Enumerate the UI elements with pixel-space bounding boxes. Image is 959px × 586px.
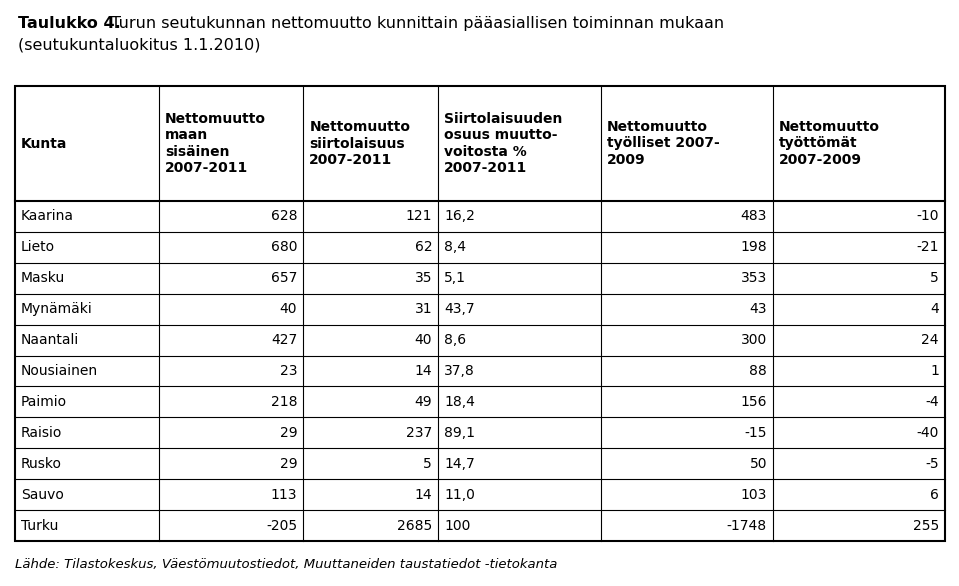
Text: 50: 50 — [749, 456, 767, 471]
Text: 31: 31 — [414, 302, 433, 316]
Text: Raisio: Raisio — [21, 426, 62, 440]
Text: 14: 14 — [414, 488, 433, 502]
Text: Sauvo: Sauvo — [21, 488, 64, 502]
Text: 1: 1 — [930, 364, 939, 378]
Text: 255: 255 — [913, 519, 939, 533]
Text: 198: 198 — [740, 240, 767, 254]
Text: Lieto: Lieto — [21, 240, 55, 254]
Text: 18,4: 18,4 — [444, 395, 475, 409]
Text: 11,0: 11,0 — [444, 488, 475, 502]
Text: 657: 657 — [271, 271, 297, 285]
Text: Nettomuutto
työttömät
2007-2009: Nettomuutto työttömät 2007-2009 — [779, 120, 880, 166]
Text: 24: 24 — [922, 333, 939, 347]
Text: 156: 156 — [740, 395, 767, 409]
Text: Masku: Masku — [21, 271, 65, 285]
Text: Kaarina: Kaarina — [21, 209, 74, 223]
Text: Taulukko 4.: Taulukko 4. — [18, 16, 121, 31]
Text: Nettomuutto
maan
sisäinen
2007-2011: Nettomuutto maan sisäinen 2007-2011 — [165, 112, 267, 175]
Text: 103: 103 — [740, 488, 767, 502]
Text: -1748: -1748 — [727, 519, 767, 533]
Text: 88: 88 — [749, 364, 767, 378]
Text: 14: 14 — [414, 364, 433, 378]
Text: 218: 218 — [270, 395, 297, 409]
Text: -15: -15 — [744, 426, 767, 440]
Text: Naantali: Naantali — [21, 333, 80, 347]
Text: -10: -10 — [917, 209, 939, 223]
Text: 427: 427 — [271, 333, 297, 347]
Text: 8,4: 8,4 — [444, 240, 466, 254]
Text: 121: 121 — [406, 209, 433, 223]
Text: 2685: 2685 — [397, 519, 433, 533]
Text: 5: 5 — [930, 271, 939, 285]
Text: 49: 49 — [414, 395, 433, 409]
Text: Nettomuutto
siirtolaisuus
2007-2011: Nettomuutto siirtolaisuus 2007-2011 — [310, 120, 410, 166]
Text: Paimio: Paimio — [21, 395, 67, 409]
Text: 35: 35 — [414, 271, 433, 285]
Text: 4: 4 — [930, 302, 939, 316]
Text: 237: 237 — [406, 426, 433, 440]
Text: 16,2: 16,2 — [444, 209, 475, 223]
Text: 29: 29 — [280, 426, 297, 440]
Text: Turku: Turku — [21, 519, 58, 533]
Text: Siirtolaisuuden
osuus muutto-
voitosta %
2007-2011: Siirtolaisuuden osuus muutto- voitosta %… — [444, 112, 563, 175]
Text: (seutukuntaluokitus 1.1.2010): (seutukuntaluokitus 1.1.2010) — [18, 38, 261, 53]
Text: 89,1: 89,1 — [444, 426, 475, 440]
Bar — [15, 86, 945, 541]
Text: Mynämäki: Mynämäki — [21, 302, 93, 316]
Text: Rusko: Rusko — [21, 456, 62, 471]
Text: Lähde: Tilastokeskus, Väestömuutostiedot, Muuttaneiden taustatiedot -tietokanta: Lähde: Tilastokeskus, Väestömuutostiedot… — [15, 558, 557, 571]
Text: 628: 628 — [270, 209, 297, 223]
Text: -21: -21 — [917, 240, 939, 254]
Text: 43,7: 43,7 — [444, 302, 475, 316]
Text: Nettomuutto
työlliset 2007-
2009: Nettomuutto työlliset 2007- 2009 — [607, 120, 719, 166]
Text: 100: 100 — [444, 519, 471, 533]
Text: 14,7: 14,7 — [444, 456, 475, 471]
Text: 353: 353 — [740, 271, 767, 285]
Text: 23: 23 — [280, 364, 297, 378]
Text: -5: -5 — [925, 456, 939, 471]
Text: Turun seutukunnan nettomuutto kunnittain pääasiallisen toiminnan mukaan: Turun seutukunnan nettomuutto kunnittain… — [106, 16, 724, 31]
Text: Nousiainen: Nousiainen — [21, 364, 98, 378]
Text: 300: 300 — [740, 333, 767, 347]
Text: 43: 43 — [749, 302, 767, 316]
Text: 6: 6 — [930, 488, 939, 502]
Text: 113: 113 — [270, 488, 297, 502]
Text: 8,6: 8,6 — [444, 333, 466, 347]
Text: 37,8: 37,8 — [444, 364, 475, 378]
Text: -205: -205 — [267, 519, 297, 533]
Text: 40: 40 — [280, 302, 297, 316]
Text: 40: 40 — [414, 333, 433, 347]
Text: 483: 483 — [740, 209, 767, 223]
Text: -40: -40 — [917, 426, 939, 440]
Text: 62: 62 — [414, 240, 433, 254]
Text: 29: 29 — [280, 456, 297, 471]
Text: 680: 680 — [270, 240, 297, 254]
Text: 5: 5 — [424, 456, 433, 471]
Text: Kunta: Kunta — [21, 137, 67, 151]
Text: 5,1: 5,1 — [444, 271, 466, 285]
Text: -4: -4 — [925, 395, 939, 409]
